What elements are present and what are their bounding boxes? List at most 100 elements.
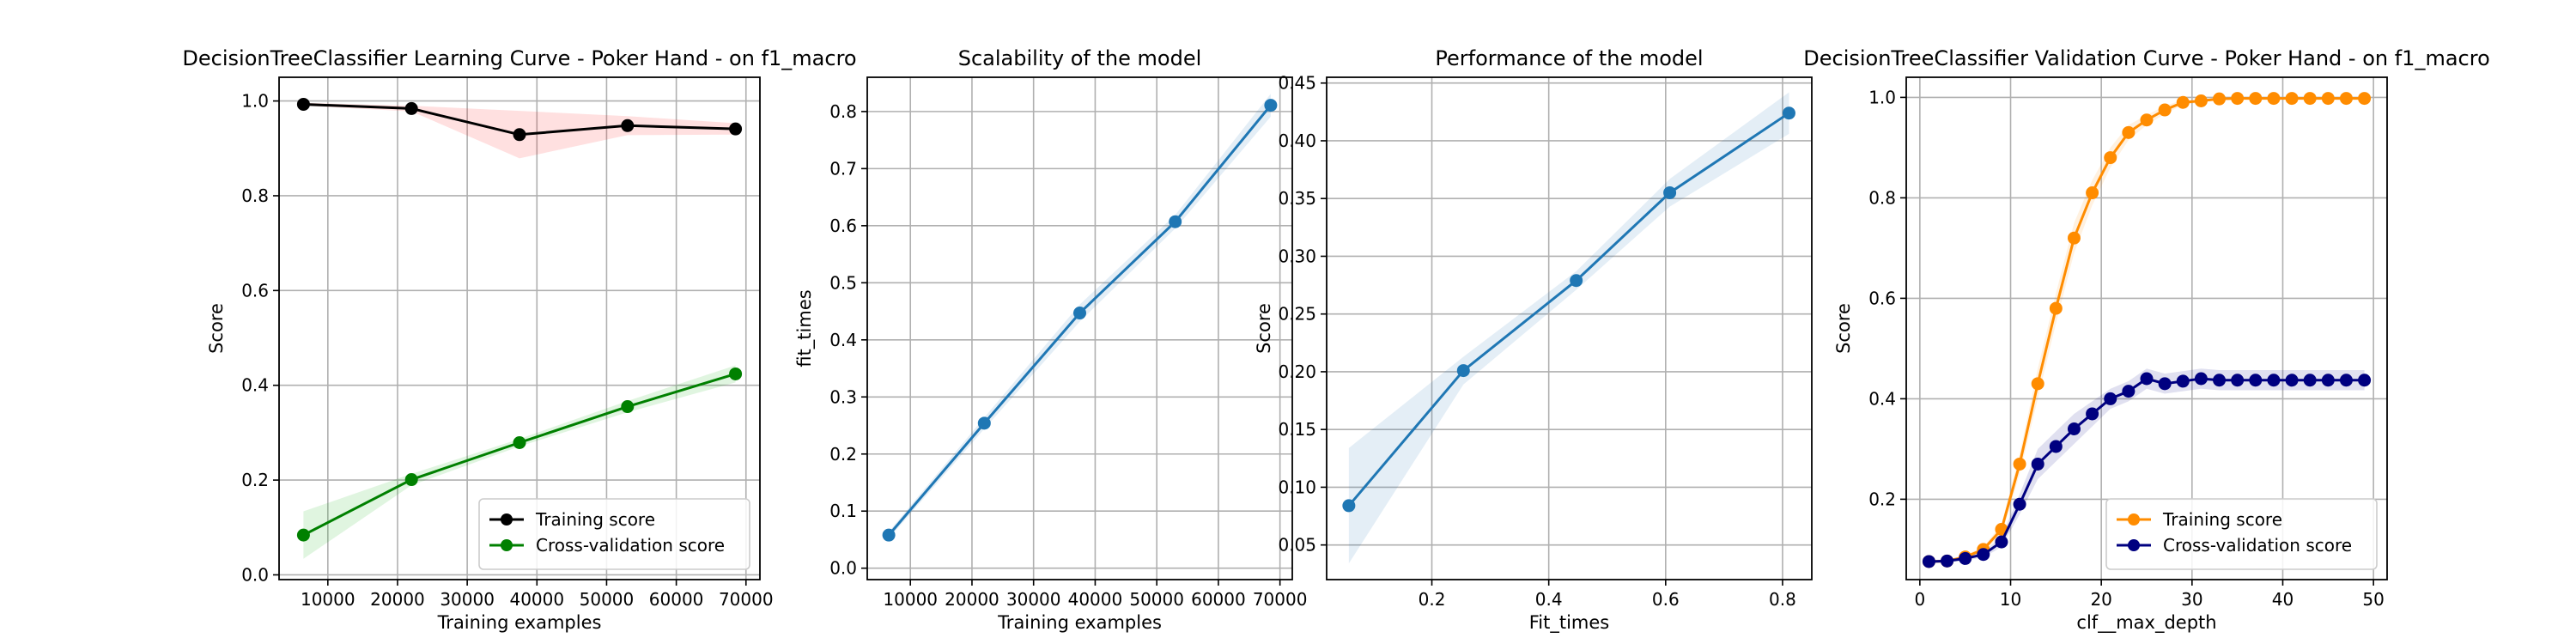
data-point: [2086, 407, 2099, 421]
x-tick-label: 10000: [301, 589, 355, 610]
data-point: [729, 122, 743, 136]
y-tick-label: 0.5: [829, 272, 857, 293]
data-point: [2285, 92, 2299, 106]
y-tick-label: 0.10: [1278, 477, 1316, 497]
y-axis-label: Score: [1833, 303, 1854, 354]
data-point: [2158, 103, 2172, 117]
data-point: [1264, 99, 1278, 112]
data-point: [2176, 95, 2190, 109]
data-point: [2358, 374, 2372, 387]
x-tick-label: 30: [2181, 589, 2202, 610]
data-point: [2249, 374, 2263, 387]
legend-marker: [2128, 539, 2140, 551]
data-point: [1977, 548, 1990, 562]
y-tick-label: 0.4: [1868, 388, 1896, 409]
legend-marker: [501, 513, 513, 526]
std-band-series-2: [303, 365, 736, 559]
data-point: [1959, 551, 1972, 565]
data-point: [2285, 374, 2299, 387]
data-point: [2031, 377, 2044, 391]
data-point: [1941, 554, 1954, 568]
y-axis-label: Score: [206, 303, 227, 354]
x-tick-label: 60000: [649, 589, 704, 610]
y-axis-label: Score: [1254, 303, 1274, 354]
y-tick-label: 0.6: [829, 216, 857, 236]
y-tick-label: 1.0: [241, 91, 269, 112]
y-tick-label: 0.1: [829, 501, 857, 521]
data-point: [2122, 125, 2136, 139]
legend-label: Training score: [535, 509, 655, 530]
data-point: [729, 367, 743, 380]
x-tick-label: 0.6: [1652, 589, 1680, 610]
data-point: [1342, 499, 1356, 513]
data-point: [1570, 274, 1583, 288]
y-tick-label: 0.20: [1278, 361, 1316, 382]
chart-title: Scalability of the model: [958, 46, 1202, 70]
data-point: [2231, 92, 2245, 106]
data-point: [1169, 215, 1182, 228]
legend-label: Cross-validation score: [2163, 535, 2352, 556]
chart-panel-3: 0.2 0.4 0.6 0.8 0.05 0.10 0.15 0.20 0.25 0.30 0.35…: [1254, 46, 1813, 634]
y-tick-label: 0.7: [829, 158, 857, 179]
data-point: [2194, 372, 2208, 386]
data-point: [2213, 92, 2227, 106]
x-tick-label: 0.2: [1419, 589, 1446, 610]
data-point: [1456, 364, 1470, 378]
y-tick-label: 0.4: [241, 375, 269, 396]
x-tick-label: 40000: [1068, 589, 1123, 610]
y-tick-label: 0.8: [1868, 187, 1896, 208]
x-tick-label: 0.4: [1535, 589, 1563, 610]
y-tick-label: 0.35: [1278, 188, 1316, 209]
data-point: [513, 128, 526, 142]
y-tick-label: 0.15: [1278, 419, 1316, 440]
data-point: [2086, 186, 2099, 200]
x-tick-label: 60000: [1191, 589, 1246, 610]
y-tick-label: 0.8: [241, 185, 269, 206]
x-axis-label: clf__max_depth: [2076, 612, 2216, 634]
y-tick-label: 0.45: [1278, 73, 1316, 94]
y-tick-label: 0.6: [241, 280, 269, 301]
data-point: [621, 118, 635, 132]
data-point: [2104, 151, 2117, 165]
plot-frame: [1326, 76, 1813, 580]
y-tick-label: 0.30: [1278, 246, 1316, 266]
legend-box: [478, 498, 750, 570]
std-band-series-2: [1929, 368, 2365, 563]
plot-frame: [866, 76, 1293, 580]
data-point: [2067, 422, 2081, 435]
data-point: [2140, 113, 2154, 127]
data-point: [2321, 374, 2335, 387]
data-point: [2140, 372, 2154, 386]
data-point: [2013, 457, 2026, 471]
y-tick-label: 0.25: [1278, 304, 1316, 325]
x-tick-label: 10000: [883, 589, 938, 610]
data-point: [1995, 535, 2008, 549]
legend-box: [2105, 498, 2378, 570]
y-axis-label: fit_times: [794, 289, 816, 367]
x-tick-label: 0: [1914, 589, 1925, 610]
data-point: [2303, 374, 2317, 387]
data-point: [2321, 92, 2335, 106]
data-point: [2067, 231, 2081, 245]
data-point: [2267, 374, 2281, 387]
data-point: [513, 436, 526, 450]
y-tick-label: 0.40: [1278, 131, 1316, 151]
x-axis-label: Training examples: [997, 612, 1162, 633]
y-tick-label: 0.2: [829, 444, 857, 465]
chart-title: DecisionTreeClassifier Validation Curve …: [1803, 46, 2490, 70]
y-tick-label: 0.4: [829, 330, 857, 350]
y-tick-label: 0.2: [241, 470, 269, 490]
data-point: [621, 400, 635, 414]
plot-frame: [278, 76, 761, 580]
data-point: [2339, 374, 2353, 387]
data-point: [2267, 92, 2281, 106]
x-axis-label: Training examples: [437, 612, 602, 633]
data-point: [1663, 185, 1677, 199]
x-tick-label: 50000: [580, 589, 635, 610]
chart-title: DecisionTreeClassifier Learning Curve - …: [182, 46, 856, 70]
data-point: [2176, 374, 2190, 388]
data-point: [1073, 307, 1086, 320]
chart-panel-4: 0 10 20 30 40 50 0.2 0.4 0.6 0.8 1.0 DecisionTreeCl…: [1803, 46, 2490, 634]
x-tick-label: 20: [2090, 589, 2111, 610]
